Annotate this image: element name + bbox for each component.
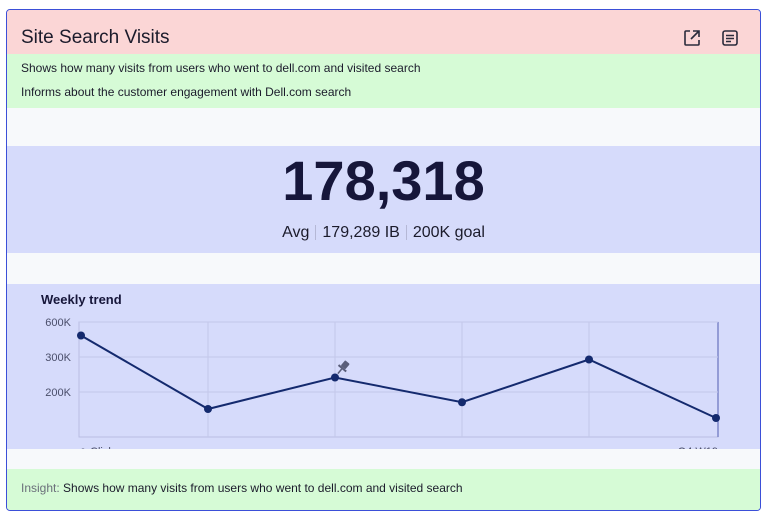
plot-area xyxy=(78,321,719,438)
series-line xyxy=(80,334,717,419)
data-point xyxy=(712,414,720,422)
divider xyxy=(405,225,407,241)
description-line: Informs about the customer engagement wi… xyxy=(21,85,352,99)
kpi-section: 178,318 Avg 179,289 IB 200K goal xyxy=(7,146,760,253)
x-end-label: Q4 W19 xyxy=(678,446,718,449)
insight-label: Insight: xyxy=(21,481,60,495)
y-tick-label: 200K xyxy=(45,387,71,399)
legend-dot xyxy=(81,448,85,449)
insight-section: Insight: Shows how many visits from user… xyxy=(7,469,760,510)
description-line: Shows how many visits from users who wen… xyxy=(21,61,421,75)
trend-title: Weekly trend xyxy=(41,292,122,307)
y-tick-label: 300K xyxy=(45,352,71,364)
divider xyxy=(315,225,317,241)
weekly-trend-section: Weekly trend 600K 300K 200K Clicks Q4 W19 xyxy=(7,284,760,449)
card-description: Shows how many visits from users who wen… xyxy=(7,54,760,108)
insight-text: Insight: Shows how many visits from user… xyxy=(21,481,463,495)
kpi-card: Site Search Visits Shows how many visits… xyxy=(6,9,761,511)
data-point xyxy=(458,398,466,407)
kpi-value: 178,318 xyxy=(282,149,485,212)
card-header: Site Search Visits xyxy=(7,10,760,54)
open-external-icon[interactable] xyxy=(682,28,702,48)
pin-icon xyxy=(337,360,350,375)
kpi-goal: 200K goal xyxy=(412,224,485,241)
y-tick-label: 600K xyxy=(45,317,71,329)
card-title: Site Search Visits xyxy=(21,27,170,48)
details-icon[interactable] xyxy=(720,28,740,48)
data-point xyxy=(331,373,339,382)
trend-chart: 600K 300K 200K Clicks Q4 W19 xyxy=(45,317,720,449)
kpi-avg-label: Avg xyxy=(282,224,310,241)
insight-body: Shows how many visits from users who wen… xyxy=(63,481,463,495)
legend-label: Clicks xyxy=(90,446,120,449)
kpi-ib-value: 179,289 IB xyxy=(322,224,400,241)
kpi-subline: Avg 179,289 IB 200K goal xyxy=(7,224,760,242)
data-point xyxy=(77,331,85,340)
data-point xyxy=(585,355,593,364)
data-point xyxy=(204,405,212,413)
